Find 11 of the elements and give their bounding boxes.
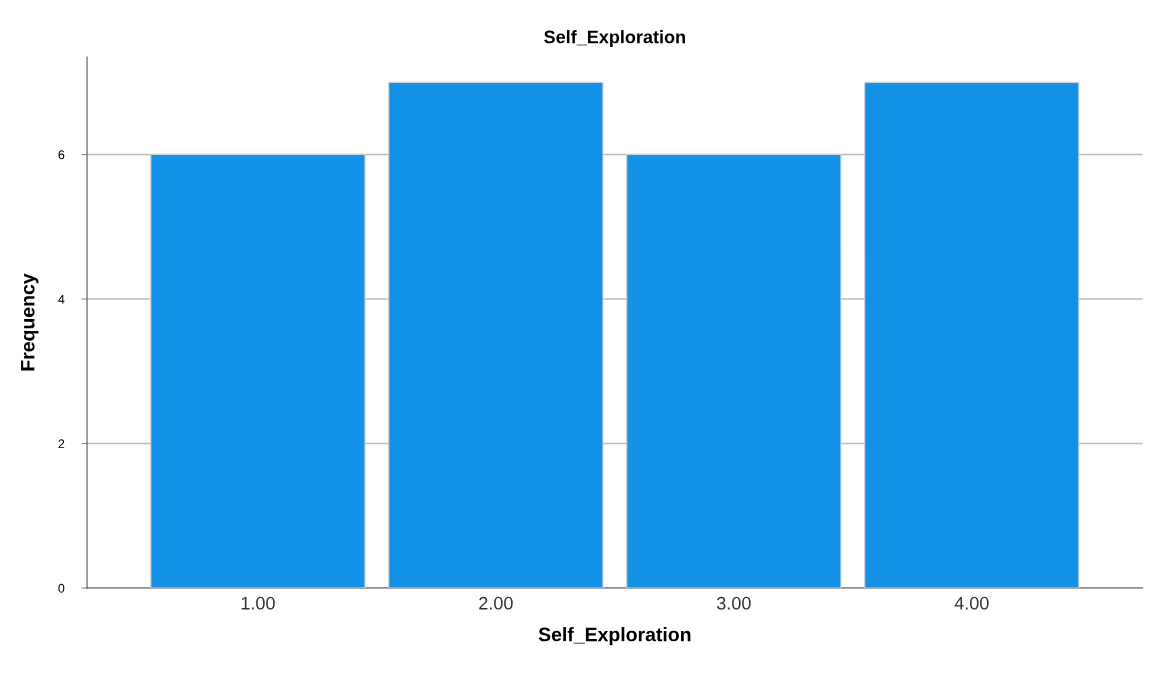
y-axis-title: Frequency [21,273,39,371]
x-tick-label: 3.00 [716,596,751,610]
x-tick-label: 1.00 [241,596,275,610]
y-tick-label: 4 [58,294,65,304]
x-tick-label: 2.00 [479,596,513,610]
y-tick-label: 0 [58,583,65,593]
y-tick-label: 6 [58,150,65,160]
chart-title: Self_Exploration [544,30,685,47]
x-axis-title: Self_Exploration [538,627,691,646]
x-tick-label: 4.00 [954,596,989,610]
y-tick-label: 2 [58,439,65,449]
